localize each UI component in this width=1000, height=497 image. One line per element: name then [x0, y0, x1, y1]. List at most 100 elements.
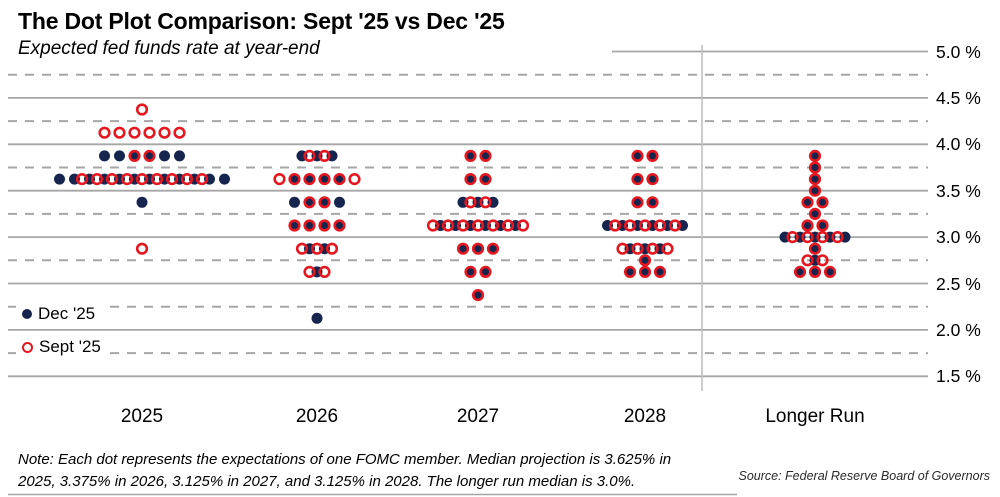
circle-sept-25: [464, 265, 477, 279]
circle-sept-25: [816, 196, 829, 209]
circle-sept-25: [318, 149, 331, 162]
circle-sept-25: [303, 173, 316, 186]
dot-dec-25: [174, 150, 185, 162]
circle-sept-25: [128, 126, 141, 139]
circle-sept-25: [128, 149, 141, 162]
circle-sept-25: [318, 219, 331, 232]
circle-sept-25: [801, 231, 814, 244]
y-axis-tick-label: 3.0 %: [936, 227, 981, 248]
circle-sept-25: [638, 265, 652, 279]
circle-sept-25: [808, 161, 822, 174]
circle-sept-25: [516, 219, 530, 232]
x-axis-category-label: 2028: [623, 406, 667, 427]
circle-sept-25: [333, 173, 346, 186]
circle-sept-25: [646, 149, 659, 162]
chart-note: Note: Each dot represents the expectatio…: [18, 449, 718, 493]
circle-sept-25: [464, 173, 477, 186]
circle-sept-25: [808, 265, 822, 279]
legend-label-dec-25: Dec '25: [38, 304, 96, 323]
legend-label-sept-25: Sept '25: [39, 337, 101, 356]
chart-legend: Dec '25 Sept '25: [16, 301, 109, 367]
circle-sept-25: [631, 149, 644, 162]
circle-sept-25: [801, 196, 814, 209]
circle-sept-25: [479, 149, 492, 162]
circle-sept-25: [98, 126, 111, 139]
circle-sept-25: [623, 219, 637, 232]
circle-sept-25: [120, 173, 134, 186]
circle-sept-25: [441, 219, 455, 232]
circle-sept-25: [464, 149, 477, 162]
circle-sept-25: [471, 242, 485, 255]
circle-sept-25: [479, 265, 492, 279]
circle-sept-25: [479, 196, 492, 209]
dot-dec-25: [289, 196, 300, 208]
circle-sept-25: [801, 219, 814, 232]
note-line-2: 2025, 3.375% in 2026, 3.125% in 2027, an…: [18, 472, 636, 490]
circle-sept-25: [638, 254, 652, 267]
y-axis-tick-label: 3.5 %: [936, 180, 981, 201]
circle-sept-25: [501, 219, 515, 232]
circle-sept-25: [786, 231, 799, 244]
y-axis-tick-label: 4.5 %: [936, 87, 981, 108]
dot-dec-25: [159, 150, 170, 162]
circle-sept-25: [486, 242, 500, 255]
circle-sept-25: [143, 149, 156, 162]
circle-sept-25: [90, 173, 104, 186]
circle-sept-25: [479, 173, 492, 186]
chart-subtitle: Expected fed funds rate at year-end: [18, 38, 320, 59]
circle-sept-25: [661, 242, 674, 255]
circle-sept-25: [288, 219, 301, 232]
chart-title: The Dot Plot Comparison: Sept '25 vs Dec…: [18, 8, 505, 34]
circle-sept-25: [668, 219, 682, 232]
circle-sept-25: [816, 254, 829, 267]
circle-sept-25: [180, 173, 194, 186]
circle-sept-25: [646, 196, 659, 209]
circle-sept-25: [113, 126, 126, 139]
circle-sept-25: [808, 184, 822, 197]
circle-sept-25: [150, 173, 164, 186]
circle-sept-25: [195, 173, 209, 186]
open-red-circle-icon: [22, 341, 33, 353]
circle-sept-25: [638, 219, 652, 232]
circle-sept-25: [273, 173, 286, 186]
circle-sept-25: [318, 265, 331, 279]
circle-sept-25: [135, 242, 149, 255]
title-block: The Dot Plot Comparison: Sept '25 vs Dec…: [0, 0, 600, 66]
x-axis-category-label: Longer Run: [765, 406, 865, 427]
source-attribution: Source: Federal Reserve Board of Governo…: [738, 469, 990, 483]
circle-sept-25: [808, 207, 822, 220]
circle-sept-25: [143, 126, 156, 139]
dot-dec-25: [99, 150, 110, 162]
circle-sept-25: [631, 173, 644, 186]
note-line-1: Note: Each dot represents the expectatio…: [18, 451, 672, 468]
circle-sept-25: [823, 265, 837, 279]
circle-sept-25: [105, 173, 119, 186]
y-axis-tick-label: 4.0 %: [936, 134, 981, 155]
circle-sept-25: [310, 242, 324, 255]
x-axis-category-label: 2026: [295, 406, 339, 427]
circle-sept-25: [456, 219, 470, 232]
circle-sept-25: [318, 196, 331, 209]
legend-item-dec-25: Dec '25: [16, 301, 104, 327]
y-axis-tick-label: 2.0 %: [936, 319, 981, 340]
circle-sept-25: [608, 219, 622, 232]
circle-sept-25: [333, 219, 346, 232]
circle-sept-25: [801, 254, 814, 267]
circle-sept-25: [456, 242, 470, 255]
dot-dec-25: [136, 196, 148, 208]
circle-sept-25: [303, 149, 316, 162]
circle-sept-25: [623, 265, 637, 279]
circle-sept-25: [318, 173, 331, 186]
dot-dec-25: [311, 312, 323, 324]
y-axis-tick-label: 1.5 %: [936, 366, 981, 387]
y-axis-tick-label: 5.0 %: [936, 41, 981, 62]
circle-sept-25: [831, 231, 844, 244]
circle-sept-25: [808, 173, 822, 186]
circle-sept-25: [616, 242, 629, 255]
x-axis-category-label: 2027: [456, 406, 500, 427]
circle-sept-25: [646, 173, 659, 186]
circle-sept-25: [464, 196, 477, 209]
circle-sept-25: [135, 173, 149, 186]
circle-sept-25: [471, 219, 485, 232]
